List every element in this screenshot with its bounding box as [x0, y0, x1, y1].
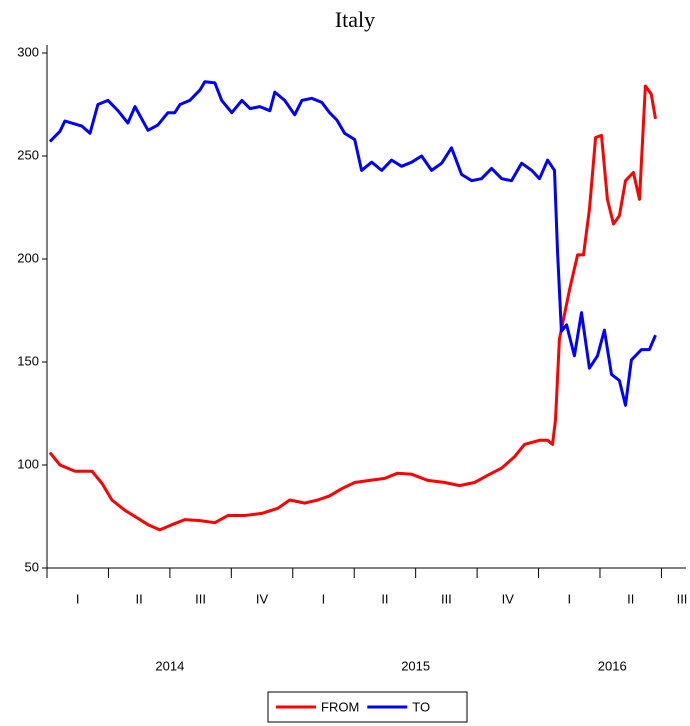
y-tick-label: 50: [25, 559, 39, 574]
x-tick-label: I: [322, 591, 326, 606]
y-tick-label: 100: [17, 456, 39, 471]
x-tick-label: II: [136, 591, 143, 606]
legend-label: FROM: [321, 699, 359, 714]
y-tick-label: 200: [17, 250, 39, 265]
x-tick-label: I: [567, 591, 571, 606]
series-line: [48, 80, 657, 407]
chart-title: Italy: [335, 7, 375, 32]
x-tick-label: IV: [502, 591, 515, 606]
y-tick-label: 150: [17, 353, 39, 368]
year-label: 2015: [401, 658, 430, 673]
x-tick-label: II: [627, 591, 634, 606]
x-tick-label: III: [441, 591, 452, 606]
year-label: 2016: [598, 658, 627, 673]
x-tick-label: III: [677, 591, 688, 606]
x-tick-label: IV: [256, 591, 269, 606]
legend: FROM TO: [267, 691, 468, 723]
y-tick-label: 250: [17, 147, 39, 162]
series-line: [48, 84, 657, 532]
legend-label: TO: [412, 699, 430, 714]
x-tick-label: I: [76, 591, 80, 606]
x-tick-label: III: [195, 591, 206, 606]
x-tick-label: II: [381, 591, 388, 606]
y-tick-label: 300: [17, 44, 39, 59]
year-label: 2014: [155, 658, 184, 673]
